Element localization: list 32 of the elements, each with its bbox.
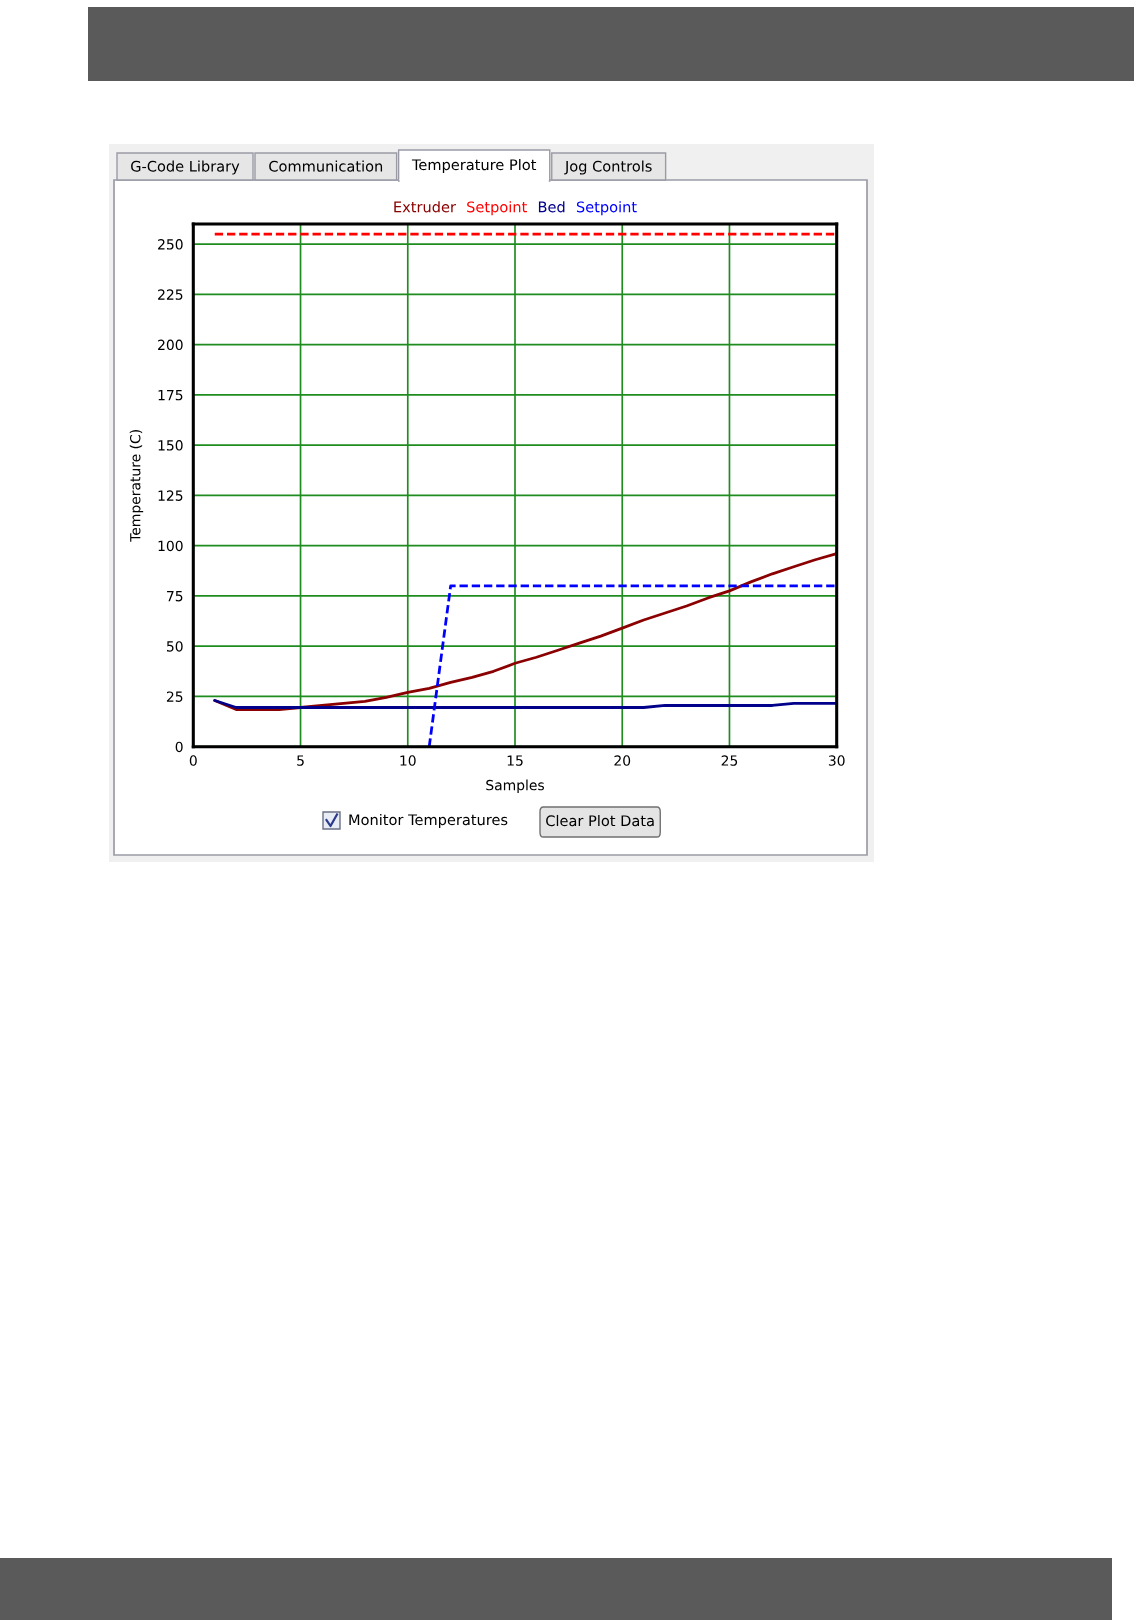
- x-tick-label: 10: [400, 755, 416, 766]
- x-tick-label: 30: [828, 755, 845, 766]
- y-tick-label: 250: [158, 239, 183, 250]
- y-tick-label: 200: [158, 339, 183, 351]
- y-tick-label: 75: [167, 591, 183, 602]
- text: Jog Controls: [564, 160, 652, 175]
- y-tick-label: 50: [166, 641, 183, 652]
- text: Extruder: [394, 201, 456, 213]
- x-tick-label: 20: [614, 755, 631, 766]
- line-series: [213, 552, 837, 711]
- y-tick-label: 25: [166, 691, 183, 702]
- text: Setpoint: [576, 201, 637, 216]
- y-tick-label: 125: [158, 490, 183, 501]
- y-tick-label: 100: [158, 540, 183, 552]
- text: G-Code Library: [131, 160, 240, 175]
- x-axis-title: Samples: [486, 779, 544, 794]
- series-label: Setpoint: [467, 201, 527, 216]
- x-tick-label: 0: [189, 755, 197, 766]
- text: Temperature Plot: [411, 158, 537, 174]
- text: Bed: [538, 201, 565, 213]
- x-tick-label: 25: [721, 755, 738, 766]
- y-tick-label: 175: [158, 390, 183, 401]
- y-tick-label: 225: [158, 289, 183, 300]
- x-tick-label: 15: [507, 755, 523, 766]
- y-tick-label: 0: [175, 741, 183, 753]
- text: Clear Plot Data: [546, 814, 654, 827]
- text: Communication: [269, 160, 383, 172]
- text: Monitor Temperatures: [349, 813, 508, 829]
- x-tick-label: 5: [297, 755, 304, 766]
- line-series: [213, 699, 837, 709]
- y-axis-title: Temperature (C): [129, 430, 144, 542]
- y-tick-label: 150: [158, 440, 183, 451]
